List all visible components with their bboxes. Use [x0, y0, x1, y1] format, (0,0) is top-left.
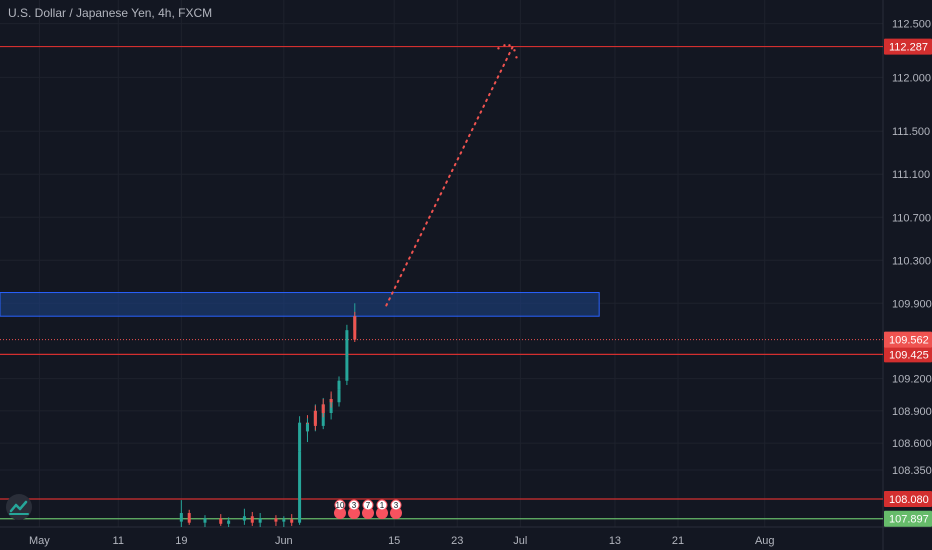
time-axis-label: 13 [609, 535, 621, 547]
time-axis-label: Jul [513, 535, 527, 547]
time-axis-label: 21 [672, 535, 684, 547]
candle-body [179, 513, 183, 522]
event-marker-icon[interactable] [390, 507, 402, 519]
candle-body [345, 357, 349, 381]
event-marker-count: 3 [394, 501, 399, 510]
tradingview-logo-icon[interactable] [6, 494, 32, 520]
candle-body [298, 422, 302, 452]
event-marker-icon[interactable] [376, 499, 388, 511]
logo-glyph [9, 500, 29, 515]
event-marker-icon[interactable] [362, 499, 374, 511]
resistance-zone[interactable] [0, 292, 600, 317]
candle-body [353, 316, 357, 340]
event-marker-icon[interactable] [390, 499, 402, 511]
price-tag-label: 109.562 [889, 335, 929, 347]
price-axis-label: 109.200 [892, 374, 932, 386]
price-axis-label: 108.350 [892, 465, 932, 477]
candle-body [345, 330, 349, 358]
event-marker-icon[interactable] [362, 507, 374, 519]
candle-body [290, 519, 294, 523]
time-axis-label: 19 [175, 535, 187, 547]
price-tag-label: 107.897 [889, 514, 929, 526]
projection-arrowhead-dot [497, 47, 500, 50]
price-tag [884, 510, 932, 527]
candle-body [337, 389, 341, 403]
projection-arrowhead-dot [515, 56, 518, 59]
event-marker-count: 10 [336, 501, 345, 510]
price-tag-label: 108.080 [889, 494, 929, 506]
projection-path[interactable] [385, 46, 514, 307]
time-axis-label: 15 [388, 535, 400, 547]
projection-arrowhead-dot [503, 44, 506, 47]
price-axis-label: 108.600 [892, 438, 932, 450]
event-marker-icon[interactable] [348, 507, 360, 519]
time-axis-label: 23 [451, 535, 463, 547]
event-marker-icon[interactable] [348, 499, 360, 511]
price-tag [884, 491, 932, 508]
candle-body [313, 410, 317, 426]
price-axis-label: 111.100 [892, 169, 930, 181]
time-axis-label: Aug [755, 535, 775, 547]
candle-body [337, 380, 341, 390]
price-tag [884, 331, 932, 348]
candle-body [321, 404, 325, 413]
candle-body [219, 518, 223, 524]
candle-body [242, 516, 246, 521]
price-axis-label: 110.700 [892, 212, 931, 224]
price-axis-label: 111.500 [892, 126, 930, 138]
price-tag [884, 346, 932, 363]
candle-body [329, 399, 333, 403]
candle-body [274, 518, 278, 522]
chart-title: U.S. Dollar / Japanese Yen, 4h, FXCM [8, 6, 213, 20]
event-marker-icon[interactable] [334, 507, 346, 519]
event-marker-icon[interactable] [334, 499, 346, 511]
price-axis-label: 108.900 [892, 406, 932, 418]
projection-arrowhead-dot [508, 44, 511, 47]
time-axis-label: 11 [113, 535, 124, 547]
candle-body [250, 516, 254, 523]
candle-body [298, 451, 302, 523]
candle-body [305, 423, 309, 432]
price-axis-label: 112.500 [892, 19, 931, 31]
candle-body [203, 518, 207, 523]
price-axis-label: 109.900 [892, 298, 932, 310]
event-marker-icon[interactable] [376, 507, 388, 519]
projection-arrowhead-dot [513, 49, 516, 52]
time-axis-label: May [29, 535, 50, 547]
price-axis-label: 112.000 [892, 72, 931, 84]
candle-body [282, 519, 286, 522]
price-axis-label: 110.300 [892, 255, 931, 267]
candle-body [258, 518, 262, 523]
candle-body [187, 513, 191, 523]
event-marker-count: 7 [366, 501, 371, 510]
event-marker-count: 1 [380, 501, 385, 510]
price-tag-label: 112.287 [889, 42, 928, 54]
time-axis-label: Jun [275, 535, 293, 547]
event-marker-count: 3 [352, 501, 357, 510]
price-tag-label: 109.425 [889, 349, 929, 361]
candle-body [227, 520, 231, 524]
price-tag [884, 38, 932, 55]
